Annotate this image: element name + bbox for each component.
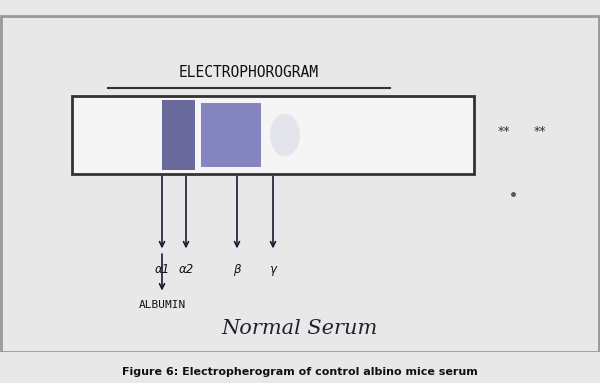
- Text: **: **: [498, 125, 510, 138]
- Bar: [72, 96, 474, 174]
- Bar: [162, 100, 195, 170]
- Text: **: **: [534, 125, 546, 138]
- Text: α1: α1: [154, 263, 170, 276]
- Text: α2: α2: [178, 263, 194, 276]
- Text: ALBUMIN: ALBUMIN: [139, 300, 185, 310]
- Ellipse shape: [270, 114, 300, 156]
- Text: γ: γ: [269, 263, 277, 276]
- Text: ELECTROPHOROGRAM: ELECTROPHOROGRAM: [179, 65, 319, 80]
- Text: Normal Serum: Normal Serum: [222, 319, 378, 338]
- Bar: [201, 103, 261, 167]
- Text: β: β: [233, 263, 241, 276]
- Text: Figure 6: Electropherogram of control albino mice serum: Figure 6: Electropherogram of control al…: [122, 367, 478, 377]
